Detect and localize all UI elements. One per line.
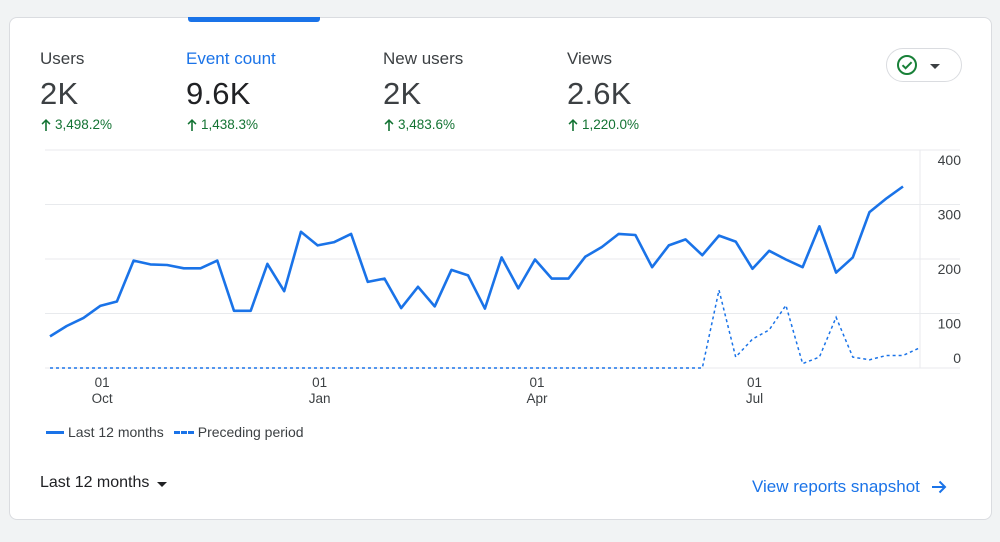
metric-event-count[interactable]: Event count 9.6K 1,438.3%	[186, 48, 276, 132]
legend-swatch-dashed	[173, 430, 194, 434]
date-range-dropdown[interactable]: Last 12 months	[40, 474, 168, 492]
legend-item-previous: Preceding period	[173, 424, 304, 440]
caret-down-icon	[157, 481, 168, 487]
x-tick-month: Oct	[92, 391, 113, 406]
metric-value: 9.6K	[186, 76, 251, 111]
arrow-up-icon	[187, 118, 197, 131]
data-quality-dropdown[interactable]	[886, 48, 962, 82]
metric-value: 2K	[383, 76, 422, 111]
arrow-up-icon	[568, 118, 578, 131]
metric-delta: 3,483.6%	[383, 117, 463, 132]
metric-delta-value: 3,498.2%	[55, 117, 113, 132]
active-metric-indicator	[188, 17, 320, 22]
x-tick-month: Jan	[309, 391, 331, 406]
metric-delta: 3,498.2%	[40, 117, 112, 132]
y-tick-label: 100	[938, 316, 962, 332]
metric-delta-value: 1,220.0%	[582, 117, 640, 132]
x-tick-month: Apr	[527, 391, 549, 406]
y-tick-label: 300	[938, 207, 962, 223]
arrow-up-icon	[384, 118, 394, 131]
metric-value: 2.6K	[567, 76, 632, 111]
arrow-right-icon	[931, 480, 947, 494]
x-tick-day: 01	[747, 375, 762, 390]
x-tick-month: Jul	[746, 391, 763, 406]
x-tick-day: 01	[530, 375, 545, 390]
report-card	[9, 17, 992, 520]
metric-label: Users	[40, 49, 85, 68]
y-tick-label: 200	[938, 261, 962, 277]
y-tick-label: 400	[938, 152, 962, 168]
check-circle-icon	[897, 55, 917, 75]
metric-label: Views	[567, 49, 613, 68]
series-line-last-12-months	[49, 185, 904, 338]
legend-label: Preceding period	[197, 424, 304, 440]
metric-delta: 1,438.3%	[186, 117, 276, 132]
metric-delta-value: 3,483.6%	[398, 117, 456, 132]
legend-item-current: Last 12 months	[46, 424, 164, 440]
metric-views[interactable]: Views 2.6K 1,220.0%	[567, 48, 639, 132]
metric-delta: 1,220.0%	[567, 117, 639, 132]
chart-legend: Last 12 months Preceding period	[46, 424, 314, 440]
x-tick-day: 01	[312, 375, 327, 390]
series-line-preceding-period	[50, 289, 921, 369]
metric-label: New users	[383, 49, 464, 68]
x-tick-day: 01	[95, 375, 110, 390]
metric-value: 2K	[40, 76, 79, 111]
metric-new-users[interactable]: New users 2K 3,483.6%	[383, 48, 463, 132]
metric-label: Event count	[186, 49, 276, 68]
legend-label: Last 12 months	[68, 424, 164, 440]
legend-swatch-solid	[46, 430, 64, 434]
metric-delta-value: 1,438.3%	[201, 117, 259, 132]
chevron-down-icon	[930, 63, 940, 69]
metric-users[interactable]: Users 2K 3,498.2%	[40, 48, 112, 132]
view-reports-snapshot-link[interactable]: View reports snapshot	[752, 477, 948, 497]
snapshot-link-label: View reports snapshot	[752, 477, 920, 496]
arrow-up-icon	[41, 118, 51, 131]
y-tick-label: 0	[953, 350, 961, 366]
date-range-label: Last 12 months	[40, 474, 150, 491]
